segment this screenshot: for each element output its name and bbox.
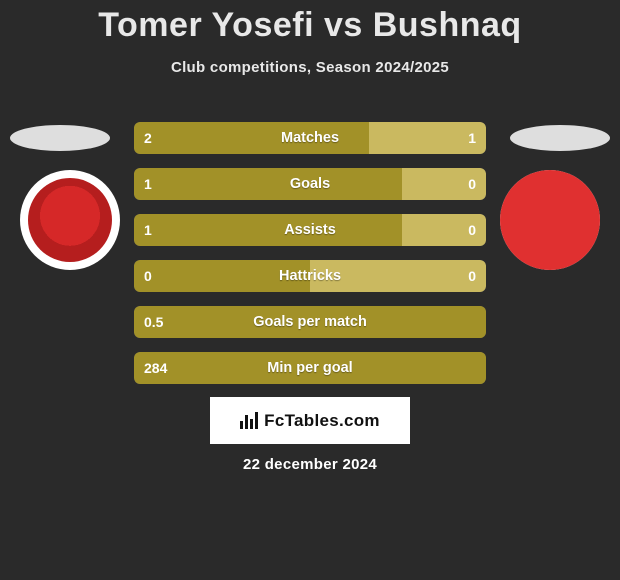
stats-panel: 21Matches 10Goals 10Assists 00Hattricks 0.5G… bbox=[134, 122, 486, 398]
page-title: Tomer Yosefi vs Bushnaq bbox=[0, 0, 620, 45]
stat-label: Assists bbox=[134, 214, 486, 246]
stat-row: 0.5Goals per match bbox=[134, 306, 486, 338]
stat-row: 10Goals bbox=[134, 168, 486, 200]
stat-label: Min per goal bbox=[134, 352, 486, 384]
animal-silhouette-icon bbox=[520, 192, 580, 232]
player-left-shadow bbox=[10, 125, 110, 151]
fctables-attribution[interactable]: FcTables.com bbox=[210, 397, 410, 444]
fctables-label: FcTables.com bbox=[264, 411, 380, 431]
bar-chart-icon bbox=[240, 412, 258, 429]
stat-label: Matches bbox=[134, 122, 486, 154]
page-subtitle: Club competitions, Season 2024/2025 bbox=[0, 59, 620, 76]
stat-label: Hattricks bbox=[134, 260, 486, 292]
team-badge-left bbox=[20, 170, 120, 270]
stat-label: Goals bbox=[134, 168, 486, 200]
comparison-date: 22 december 2024 bbox=[0, 456, 620, 473]
team-badge-right bbox=[500, 170, 600, 270]
stat-row: 10Assists bbox=[134, 214, 486, 246]
stat-label: Goals per match bbox=[134, 306, 486, 338]
stat-row: 21Matches bbox=[134, 122, 486, 154]
player-right-shadow bbox=[510, 125, 610, 151]
stat-row: 284Min per goal bbox=[134, 352, 486, 384]
stat-row: 00Hattricks bbox=[134, 260, 486, 292]
